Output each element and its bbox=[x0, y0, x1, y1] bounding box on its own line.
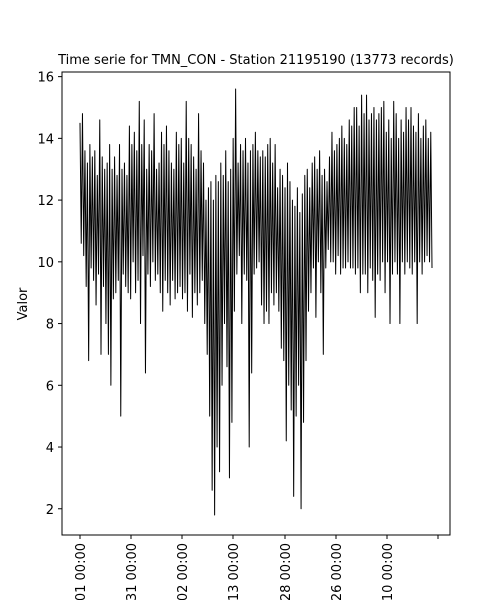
x-tick-label: 26 00:00 bbox=[330, 543, 345, 600]
x-tick-label: 31 00:00 bbox=[125, 543, 140, 600]
y-tick-label: 16 bbox=[37, 71, 54, 86]
y-tick-label: 12 bbox=[37, 194, 54, 209]
y-axis-label: Valor bbox=[16, 287, 31, 320]
plot-area bbox=[79, 88, 433, 516]
axes-frame bbox=[61, 71, 451, 536]
y-axis: 2 4 6 8 10 12 14 16 bbox=[37, 71, 62, 518]
y-tick-label: 14 bbox=[37, 132, 54, 147]
y-tick-label: 4 bbox=[46, 441, 54, 456]
x-tick-label: 02 00:00 bbox=[176, 543, 191, 600]
y-tick-label: 10 bbox=[37, 256, 54, 271]
chart-title: Time serie for TMN_CON - Station 2119519… bbox=[57, 53, 454, 68]
x-tick-label: 13 00:00 bbox=[227, 543, 242, 600]
y-tick-label: 2 bbox=[46, 503, 54, 518]
x-tick-label: 28 00:00 bbox=[279, 543, 294, 600]
x-tick-label: 01 00:00 bbox=[74, 543, 89, 600]
y-tick-label: 6 bbox=[46, 379, 54, 394]
y-tick-label: 8 bbox=[46, 318, 54, 333]
series-line bbox=[79, 88, 433, 516]
x-axis: 01 00:00 31 00:00 02 00:00 13 00:00 28 00:00… bbox=[74, 535, 439, 600]
x-tick-label: 10 00:00 bbox=[381, 543, 396, 600]
